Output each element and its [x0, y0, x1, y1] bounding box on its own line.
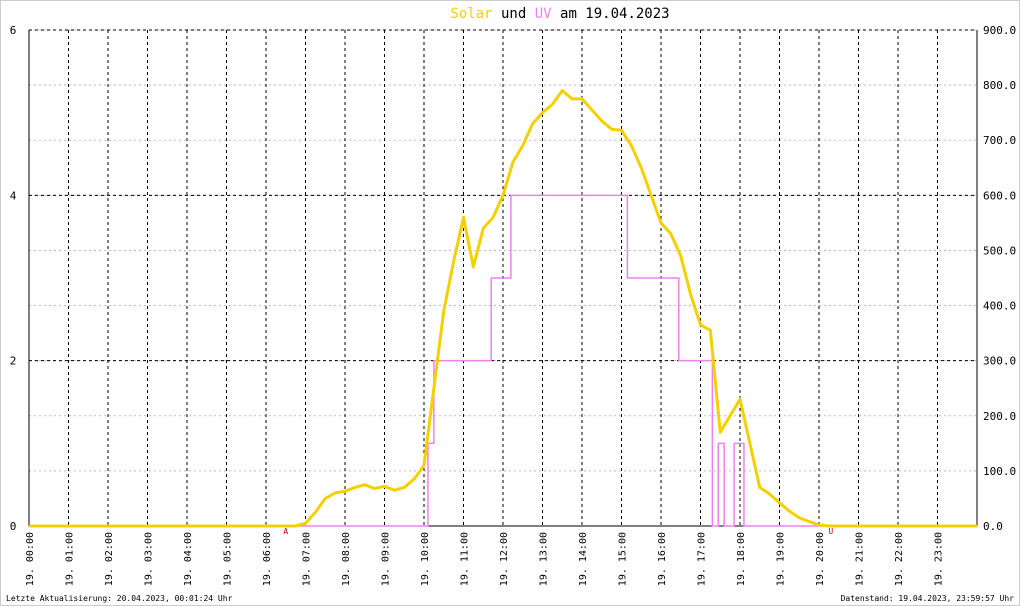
y-tick-label: 2: [10, 355, 17, 368]
x-tick-label: 19. 07:00: [302, 532, 313, 586]
x-tick-label: 19. 10:00: [420, 532, 431, 586]
y2-tick-label: 300.0: [983, 355, 1016, 368]
title-date: am 19.04.2023: [560, 6, 670, 22]
footer-left: Letzte Aktualisierung: 20.04.2023, 00:01…: [6, 594, 233, 603]
y2-tick-label: 900.0: [983, 24, 1016, 37]
chart-title: Solar und UV am 19.04.2023: [450, 6, 669, 22]
x-tick-label: 19. 23:00: [934, 532, 945, 586]
x-tick-label: 19. 11:00: [460, 532, 471, 586]
annotation: U: [828, 527, 833, 536]
series-line: [29, 194, 977, 527]
x-tick-label: 19. 20:00: [815, 532, 826, 586]
title-connector: und: [501, 6, 526, 22]
y2-tick-label: 600.0: [983, 189, 1016, 202]
x-tick-label: 19. 00:00: [25, 532, 36, 586]
x-tick-label: 19. 12:00: [499, 532, 510, 586]
x-tick-label: 19. 21:00: [855, 532, 866, 586]
x-tick-label: 19. 09:00: [381, 532, 392, 586]
x-tick-label: 19. 17:00: [697, 532, 708, 586]
y2-tick-label: 400.0: [983, 300, 1016, 313]
x-tick-label: 19. 19:00: [776, 532, 787, 586]
y2-tick-label: 800.0: [983, 79, 1016, 92]
y2-tick-label: 100.0: [983, 465, 1016, 478]
x-tick-label: 19. 03:00: [144, 532, 155, 586]
x-tick-label: 19. 18:00: [736, 532, 747, 586]
x-tick-label: 19. 04:00: [183, 532, 194, 586]
x-tick-label: 19. 13:00: [539, 532, 550, 586]
x-tick-label: 19. 08:00: [341, 532, 352, 586]
y2-tick-label: 0.0: [983, 520, 1003, 533]
x-tick-label: 19. 06:00: [262, 532, 273, 586]
x-tick-label: 19. 01:00: [65, 532, 76, 586]
footer-right: Datenstand: 19.04.2023, 23:59:57 Uhr: [841, 594, 1015, 603]
x-tick-label: 19. 15:00: [618, 532, 629, 586]
y2-tick-label: 700.0: [983, 134, 1016, 147]
x-tick-label: 19. 05:00: [223, 532, 234, 586]
series-line: [29, 89, 977, 528]
y-tick-label: 4: [10, 189, 17, 202]
y-tick-label: 0: [10, 520, 17, 533]
y2-tick-label: 500.0: [983, 244, 1016, 257]
x-tick-label: 19. 22:00: [894, 532, 905, 586]
title-uv: UV: [535, 6, 552, 22]
x-tick-label: 19. 16:00: [657, 532, 668, 586]
x-tick-label: 19. 02:00: [104, 532, 115, 586]
title-solar: Solar: [450, 6, 492, 22]
y-tick-label: 6: [10, 24, 17, 37]
x-tick-label: 19. 14:00: [578, 532, 589, 586]
y2-tick-label: 200.0: [983, 410, 1016, 423]
annotation: A: [283, 527, 288, 536]
